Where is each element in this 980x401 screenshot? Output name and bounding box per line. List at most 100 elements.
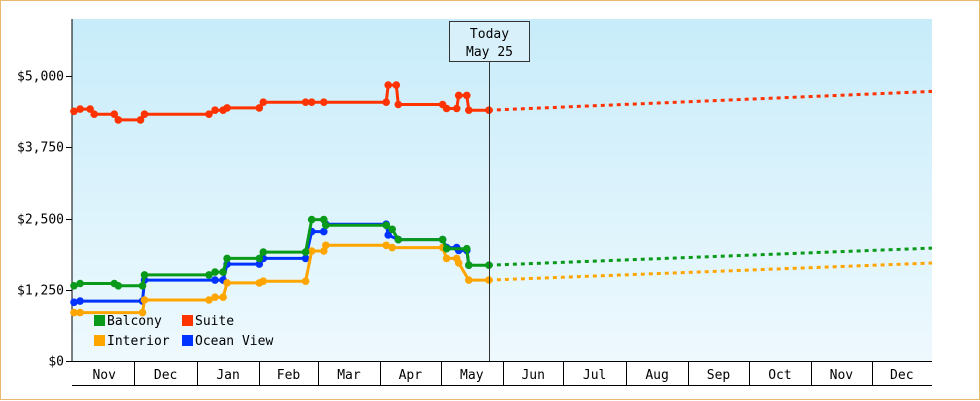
x-tick-label: May bbox=[460, 368, 484, 383]
series-suite-point bbox=[392, 81, 401, 89]
series-suite-point bbox=[382, 98, 391, 106]
series-interior-point bbox=[211, 293, 219, 302]
series-balcony-point bbox=[223, 254, 231, 263]
legend-swatch-balcony bbox=[94, 315, 105, 326]
series-balcony-point bbox=[138, 282, 147, 290]
series-ocean-view-point bbox=[70, 298, 78, 307]
series-balcony-point bbox=[388, 225, 397, 234]
today-box bbox=[449, 21, 530, 62]
today-label: Today bbox=[470, 27, 509, 42]
series-interior-point bbox=[223, 279, 231, 287]
y-tick-label: $0 bbox=[48, 355, 64, 370]
series-balcony-point bbox=[219, 268, 227, 276]
series-balcony-point bbox=[394, 235, 403, 244]
series-interior-point bbox=[465, 276, 473, 284]
legend-label-suite: Suite bbox=[195, 314, 234, 329]
series-suite-point bbox=[454, 91, 463, 100]
series-layer bbox=[70, 81, 933, 317]
series-suite bbox=[70, 81, 933, 124]
series-suite-point bbox=[485, 106, 493, 114]
x-tick-label: Mar bbox=[337, 368, 361, 383]
x-tick-label: Jan bbox=[216, 368, 239, 383]
x-tick-label: Aug bbox=[645, 368, 668, 383]
series-suite-point bbox=[255, 104, 264, 112]
x-tick-label: Nov bbox=[830, 368, 854, 383]
series-suite-point bbox=[259, 98, 268, 106]
x-tick-label: Apr bbox=[399, 368, 423, 383]
series-balcony-point bbox=[442, 244, 451, 253]
legend-label-interior: Interior bbox=[107, 334, 170, 349]
y-axis: $0 $1,250 $2,500 $3,750 $5,000 bbox=[17, 19, 73, 370]
series-suite-point bbox=[320, 98, 328, 106]
series-suite-point bbox=[140, 110, 149, 118]
series-balcony-point bbox=[322, 221, 330, 230]
series-balcony-point bbox=[259, 248, 268, 256]
series-interior-point bbox=[70, 308, 78, 317]
series-suite-point bbox=[442, 104, 451, 113]
x-tick-label: Oct bbox=[768, 368, 791, 383]
series-interior-point bbox=[259, 277, 268, 286]
series-balcony-point bbox=[255, 254, 264, 263]
x-axis: Nov Dec Jan Feb Mar Apr May Jun Jul Aug Sep Oct Nov D… bbox=[72, 361, 932, 386]
y-tick-label: $3,750 bbox=[17, 141, 64, 156]
series-interior-point bbox=[138, 308, 147, 317]
today-date-label: May 25 bbox=[466, 45, 513, 60]
series-balcony-point bbox=[485, 261, 493, 270]
y-tick-label: $5,000 bbox=[17, 70, 64, 85]
series-balcony-point bbox=[382, 221, 391, 230]
series-interior-point bbox=[320, 247, 328, 255]
series-suite-point bbox=[394, 100, 403, 109]
series-balcony-point bbox=[438, 235, 447, 244]
x-tick-label: Nov bbox=[92, 368, 116, 383]
series-suite-point bbox=[70, 107, 78, 116]
series-suite-point bbox=[114, 116, 123, 124]
series-balcony-point bbox=[205, 271, 213, 279]
series-balcony-point bbox=[307, 215, 316, 224]
series-ocean-view-point bbox=[255, 260, 264, 268]
series-suite-point bbox=[463, 91, 471, 100]
series-balcony-point bbox=[114, 282, 123, 290]
series-suite-point bbox=[301, 98, 310, 106]
series-interior-point bbox=[205, 296, 213, 304]
x-tick-label: Jun bbox=[521, 368, 544, 383]
series-interior-point bbox=[76, 308, 84, 317]
series-ocean-view-point bbox=[320, 227, 328, 236]
series-interior-point bbox=[219, 293, 227, 302]
x-tick-label: Jul bbox=[583, 368, 606, 383]
series-ocean-view-point bbox=[211, 276, 219, 284]
x-tick-label: Dec bbox=[154, 368, 177, 383]
series-suite-point bbox=[452, 104, 461, 113]
series-suite-point bbox=[211, 106, 219, 114]
legend-label-ocean-view: Ocean View bbox=[195, 334, 273, 349]
series-balcony-point bbox=[301, 248, 310, 256]
series-suite-point bbox=[86, 105, 94, 113]
series-ocean-view-point bbox=[384, 231, 393, 239]
x-tick-label: Sep bbox=[707, 368, 731, 383]
series-interior-point bbox=[322, 241, 330, 250]
series-balcony-point bbox=[211, 268, 219, 276]
legend: Balcony Suite Interior Ocean View bbox=[94, 314, 273, 349]
series-suite-point bbox=[223, 104, 231, 112]
series-balcony-projection bbox=[488, 246, 933, 267]
series-interior-point bbox=[307, 247, 316, 255]
series-interior-point bbox=[388, 243, 397, 252]
series-interior-projection bbox=[488, 261, 933, 282]
series-interior-line bbox=[74, 243, 489, 315]
series-balcony-point bbox=[465, 261, 473, 270]
legend-swatch-interior bbox=[94, 335, 105, 346]
series-balcony bbox=[70, 215, 933, 290]
series-balcony-point bbox=[320, 215, 328, 224]
series-interior-point bbox=[454, 259, 463, 267]
series-balcony-point bbox=[70, 282, 78, 290]
plot-background bbox=[72, 19, 932, 361]
series-balcony-point bbox=[140, 271, 149, 279]
series-suite-point bbox=[90, 110, 98, 118]
series-interior-point bbox=[301, 277, 310, 286]
series-suite-point bbox=[205, 110, 213, 118]
legend-swatch-suite bbox=[182, 315, 193, 326]
legend-swatch-ocean-view bbox=[182, 335, 193, 346]
series-ocean-view-point bbox=[76, 297, 84, 305]
series-suite-point bbox=[384, 81, 393, 89]
